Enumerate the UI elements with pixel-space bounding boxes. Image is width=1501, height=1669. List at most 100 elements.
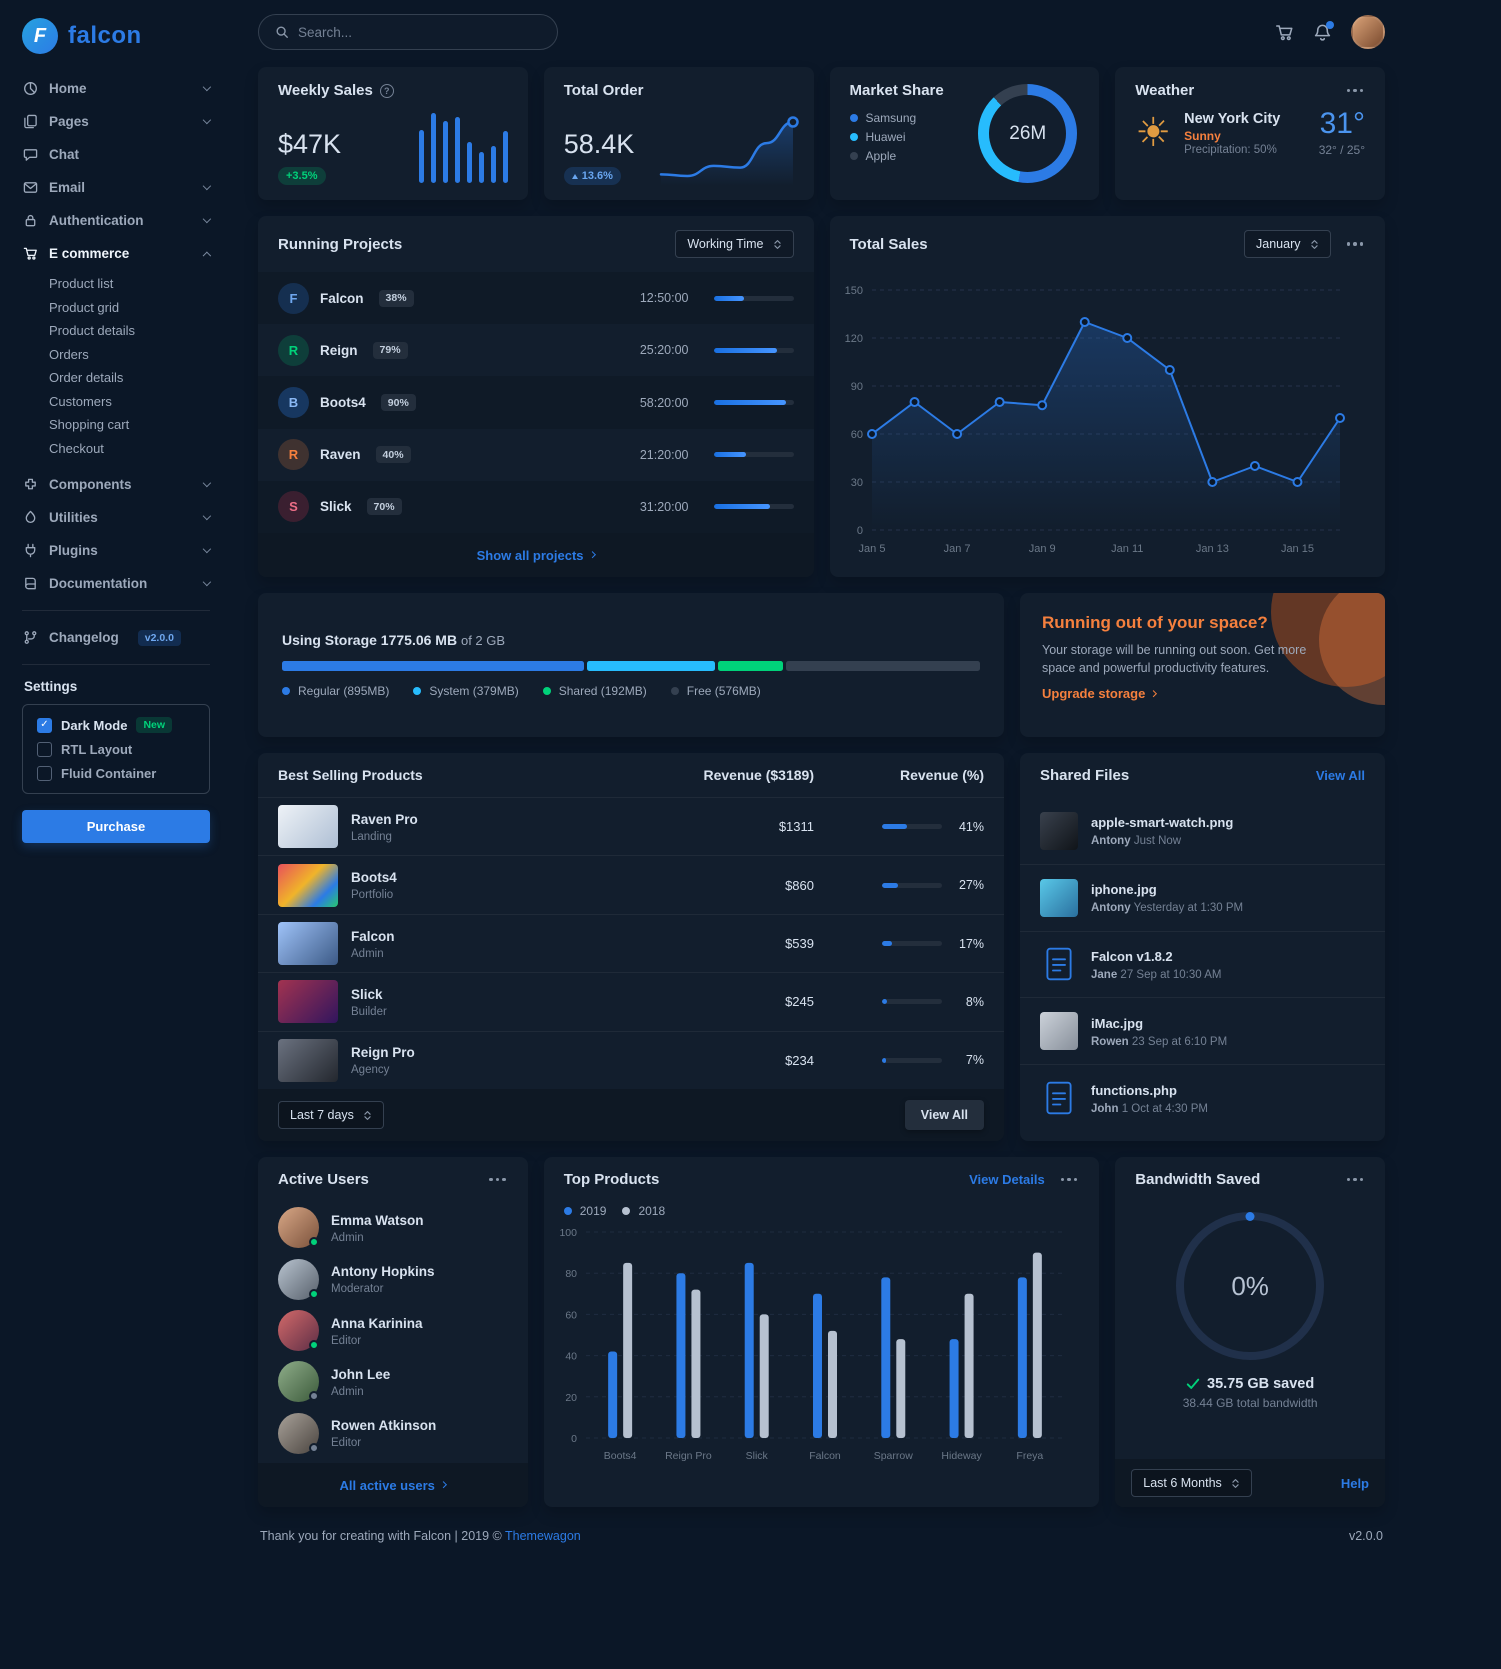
rtl-layout-toggle[interactable]: RTL Layout — [37, 742, 195, 757]
svg-text:30: 30 — [850, 477, 862, 489]
project-progress-badge: 79% — [372, 341, 408, 359]
purchase-button[interactable]: Purchase — [22, 810, 210, 843]
user-name-link[interactable]: Anna Karinina — [331, 1315, 423, 1331]
product-name-link[interactable]: Slick — [351, 986, 383, 1002]
project-name-link[interactable]: Reign — [320, 342, 358, 358]
more-menu-button[interactable] — [1345, 85, 1366, 97]
sidebar-item-checkout[interactable]: Checkout — [49, 440, 104, 456]
bandwidth-percent: 0% — [1231, 1270, 1269, 1301]
svg-text:150: 150 — [844, 285, 862, 297]
topbar — [258, 0, 1385, 64]
more-menu-button[interactable] — [487, 1174, 508, 1186]
file-name-link[interactable]: iphone.jpg — [1091, 882, 1157, 898]
sidebar-item-product-details[interactable]: Product details — [49, 323, 135, 338]
project-name-link[interactable]: Raven — [320, 447, 361, 463]
file-name-link[interactable]: apple-smart-watch.png — [1091, 815, 1234, 831]
sidebar-item-chat[interactable]: Chat — [22, 138, 210, 171]
product-name-link[interactable]: Boots4 — [351, 870, 397, 886]
product-thumbnail — [278, 863, 338, 907]
falcon-logo[interactable]: F falcon — [22, 0, 210, 72]
legend-label: Free (576MB) — [686, 684, 761, 698]
file-name-link[interactable]: iMac.jpg — [1091, 1015, 1144, 1031]
check-icon — [1186, 1378, 1200, 1389]
user-name-link[interactable]: Antony Hopkins — [331, 1264, 435, 1280]
user-name-link[interactable]: Emma Watson — [331, 1212, 424, 1228]
sidebar-item-utilities[interactable]: Utilities — [22, 501, 212, 534]
user-avatar[interactable] — [1351, 15, 1385, 49]
project-progress-bar — [713, 400, 794, 405]
fluid-container-toggle[interactable]: Fluid Container — [37, 766, 195, 781]
svg-text:40: 40 — [565, 1351, 577, 1363]
sidebar-item-order-details[interactable]: Order details — [49, 370, 124, 385]
file-name-link[interactable]: Falcon v1.8.2 — [1091, 948, 1173, 964]
sidebar-item-label: Email — [49, 180, 86, 195]
view-details-link[interactable]: View Details — [969, 1172, 1045, 1187]
help-link[interactable]: Help — [1340, 1475, 1369, 1491]
list-item: Emma Watson Admin — [258, 1202, 528, 1253]
themewagon-link[interactable]: Themewagon — [505, 1529, 581, 1543]
sidebar-item-customers[interactable]: Customers — [49, 393, 112, 409]
show-all-projects-link[interactable]: Show all projects — [477, 548, 597, 563]
upgrade-storage-link[interactable]: Upgrade storage — [1042, 686, 1158, 701]
view-all-button[interactable]: View All — [904, 1100, 984, 1130]
more-menu-button[interactable] — [1059, 1174, 1080, 1186]
list-item: John Lee Admin — [258, 1356, 528, 1407]
sidebar-item-orders[interactable]: Orders — [49, 346, 89, 362]
total-sales-card: Total Sales January — [829, 216, 1385, 577]
shopping-cart-icon — [22, 246, 38, 262]
sidebar-item-home[interactable]: Home — [22, 72, 212, 105]
product-thumbnail — [278, 922, 338, 966]
sun-icon: ☀ — [1135, 111, 1172, 155]
best-selling-header: Best Selling Products Revenue ($3189) Re… — [258, 753, 1004, 797]
sidebar-item-components[interactable]: Components — [22, 468, 212, 501]
project-progress-bar — [713, 347, 794, 353]
working-time-select[interactable]: Working Time — [675, 230, 794, 258]
svg-text:Jan 13: Jan 13 — [1195, 543, 1228, 555]
sidebar-item-pages[interactable]: Pages — [22, 105, 212, 138]
project-progress-badge: 70% — [366, 498, 402, 516]
sidebar-item-ecommerce[interactable]: E commerce — [22, 237, 212, 270]
notifications-button[interactable] — [1313, 20, 1334, 42]
sidebar-item-shopping-cart[interactable]: Shopping cart — [49, 417, 130, 432]
weather-condition: Sunny — [1184, 128, 1221, 143]
product-name-link[interactable]: Raven Pro — [351, 811, 418, 827]
months-select[interactable]: Last 6 Months — [1131, 1469, 1252, 1497]
weekly-sales-badge: +3.5% — [278, 167, 326, 185]
sidebar-item-label: E commerce — [49, 246, 130, 261]
project-name-link[interactable]: Slick — [320, 499, 352, 515]
period-select[interactable]: Last 7 days — [278, 1101, 384, 1129]
user-name-link[interactable]: Rowen Atkinson — [331, 1418, 437, 1434]
sidebar-item-product-grid[interactable]: Product grid — [49, 299, 120, 315]
legend-dot — [849, 114, 858, 122]
card-title: Running Projects — [278, 235, 403, 253]
svg-text:Freya: Freya — [1016, 1450, 1043, 1462]
product-name-link[interactable]: Falcon — [351, 928, 395, 944]
file-user: Rowen — [1091, 1035, 1129, 1048]
view-all-link[interactable]: View All — [1315, 768, 1365, 783]
sidebar-item-email[interactable]: Email — [22, 171, 212, 204]
month-select[interactable]: January — [1244, 230, 1331, 258]
cart-button[interactable] — [1275, 23, 1294, 42]
dark-mode-toggle[interactable]: Dark Mode New — [37, 717, 195, 733]
sidebar-item-product-list[interactable]: Product list — [49, 276, 114, 291]
file-name-link[interactable]: functions.php — [1091, 1082, 1177, 1098]
chevron-up-icon — [203, 251, 212, 260]
more-menu-button[interactable] — [1345, 238, 1366, 250]
search-input[interactable] — [298, 24, 541, 40]
space-warning-card: Running out of your space? Your storage … — [1020, 593, 1385, 737]
card-title: Bandwidth Saved — [1135, 1171, 1261, 1188]
project-name-link[interactable]: Boots4 — [320, 395, 366, 410]
product-category: Builder — [351, 1005, 387, 1018]
sidebar-item-authentication[interactable]: Authentication — [22, 204, 212, 237]
document-icon — [1044, 945, 1074, 983]
info-icon[interactable] — [379, 83, 394, 98]
sidebar-item-documentation[interactable]: Documentation — [22, 567, 212, 600]
product-name-link[interactable]: Reign Pro — [351, 1045, 415, 1061]
sidebar-item-changelog[interactable]: Changelog v2.0.0 — [22, 621, 210, 654]
sidebar-item-plugins[interactable]: Plugins — [22, 534, 212, 567]
user-name-link[interactable]: John Lee — [331, 1366, 391, 1382]
all-active-users-link[interactable]: All active users — [339, 1478, 448, 1493]
settings-box: Dark Mode New RTL Layout Fluid Container — [22, 704, 210, 794]
project-name-link[interactable]: Falcon — [320, 290, 364, 306]
more-menu-button[interactable] — [1345, 1174, 1366, 1186]
